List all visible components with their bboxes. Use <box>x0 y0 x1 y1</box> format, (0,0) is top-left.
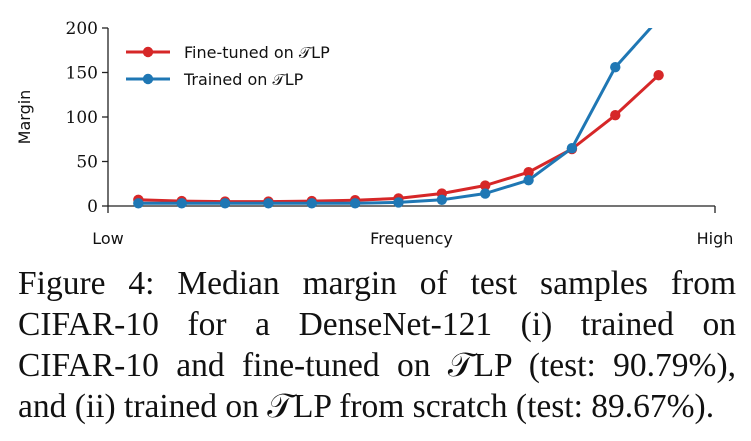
series-1-point-9 <box>523 174 534 186</box>
series-0 <box>133 69 664 207</box>
legend-label-1: Trained on 𝒯LP <box>183 70 304 89</box>
y-tick-label-200: 200 <box>66 19 98 39</box>
series-1-point-1 <box>176 198 187 209</box>
series-0-point-12 <box>653 69 664 81</box>
legend: Fine-tuned on 𝒯LP Trained on 𝒯LP <box>126 43 330 89</box>
series-1-point-2 <box>219 198 231 209</box>
y-axis: 0 50 100 150 200 Margin <box>15 19 109 217</box>
line-chart: 0 50 100 150 200 Margin Low High Frequency Fine… <box>15 19 734 248</box>
x-tick-label-low: Low <box>92 229 124 248</box>
series-line-0 <box>138 74 660 204</box>
figure-caption: Figure 4: Median margin of test samples … <box>18 263 736 427</box>
series-1-point-3 <box>263 198 274 209</box>
series-1-point-7 <box>436 194 448 205</box>
series-1-point-10 <box>566 142 578 154</box>
x-axis: Low High Frequency <box>92 205 734 248</box>
series-1-point-4 <box>306 198 317 209</box>
series-1 <box>133 28 653 209</box>
caption-line-1: Figure 4: Median margin of test samples … <box>18 265 736 302</box>
legend-marker-0 <box>142 46 154 58</box>
x-axis-label: Frequency <box>370 229 453 248</box>
series-1-point-8 <box>480 188 491 199</box>
y-tick-label-150: 150 <box>66 64 98 84</box>
y-tick-label-50: 50 <box>76 153 98 173</box>
y-tick-label-0: 0 <box>87 197 98 217</box>
series-1-point-0 <box>133 198 144 209</box>
series-1-point-11 <box>610 61 621 73</box>
legend-marker-1 <box>142 73 154 85</box>
series-1-point-5 <box>349 198 361 209</box>
series-layer <box>133 28 664 209</box>
series-1-point-6 <box>393 197 404 208</box>
x-tick-label-high: High <box>697 229 734 248</box>
y-axis-label: Margin <box>15 90 34 145</box>
y-tick-label-100: 100 <box>66 108 98 128</box>
caption-line-4: and (ii) trained on 𝒯LP from scratch (te… <box>18 388 715 425</box>
series-0-point-9 <box>523 166 534 178</box>
legend-label-0: Fine-tuned on 𝒯LP <box>184 43 330 62</box>
series-0-point-11 <box>610 110 621 121</box>
series-0-point-8 <box>480 180 491 191</box>
caption-line-3: CIFAR-10 and fine-tuned on 𝒯LP (test: 90… <box>18 347 736 384</box>
caption-line-2: CIFAR-10 for a DenseNet-121 (i) trained … <box>18 306 736 343</box>
